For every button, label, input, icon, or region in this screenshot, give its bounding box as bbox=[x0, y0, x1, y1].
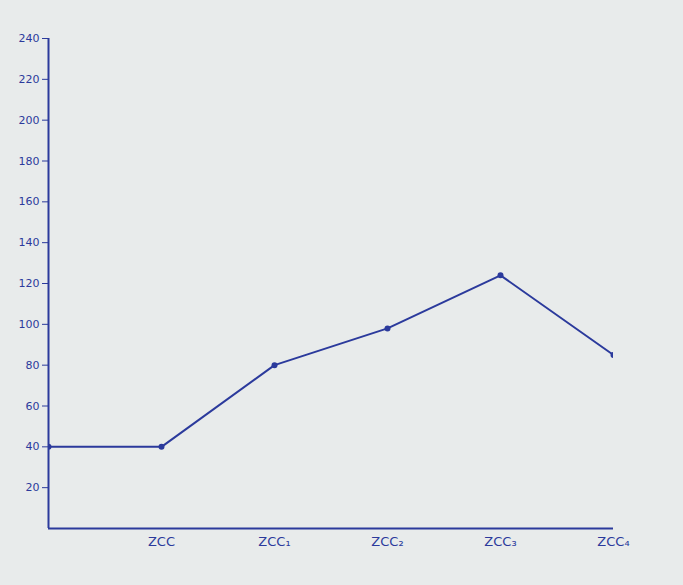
svg-text:100: 100 bbox=[19, 318, 40, 331]
svg-text:ZCC₃: ZCC₃ bbox=[484, 534, 516, 549]
svg-text:20: 20 bbox=[26, 481, 40, 494]
svg-text:60: 60 bbox=[26, 400, 40, 413]
svg-text:ZCC₁: ZCC₁ bbox=[258, 534, 290, 549]
svg-text:120: 120 bbox=[19, 277, 40, 290]
svg-text:ZCC: ZCC bbox=[148, 534, 175, 549]
svg-text:ZCC₄: ZCC₄ bbox=[597, 534, 629, 549]
svg-text:160: 160 bbox=[19, 195, 40, 208]
svg-text:180: 180 bbox=[19, 155, 40, 168]
svg-text:40: 40 bbox=[26, 440, 40, 453]
svg-text:240: 240 bbox=[19, 32, 40, 45]
svg-text:80: 80 bbox=[26, 359, 40, 372]
svg-text:140: 140 bbox=[19, 236, 40, 249]
svg-text:200: 200 bbox=[19, 114, 40, 127]
svg-text:ZCC₂: ZCC₂ bbox=[371, 534, 403, 549]
svg-text:220: 220 bbox=[19, 73, 40, 86]
